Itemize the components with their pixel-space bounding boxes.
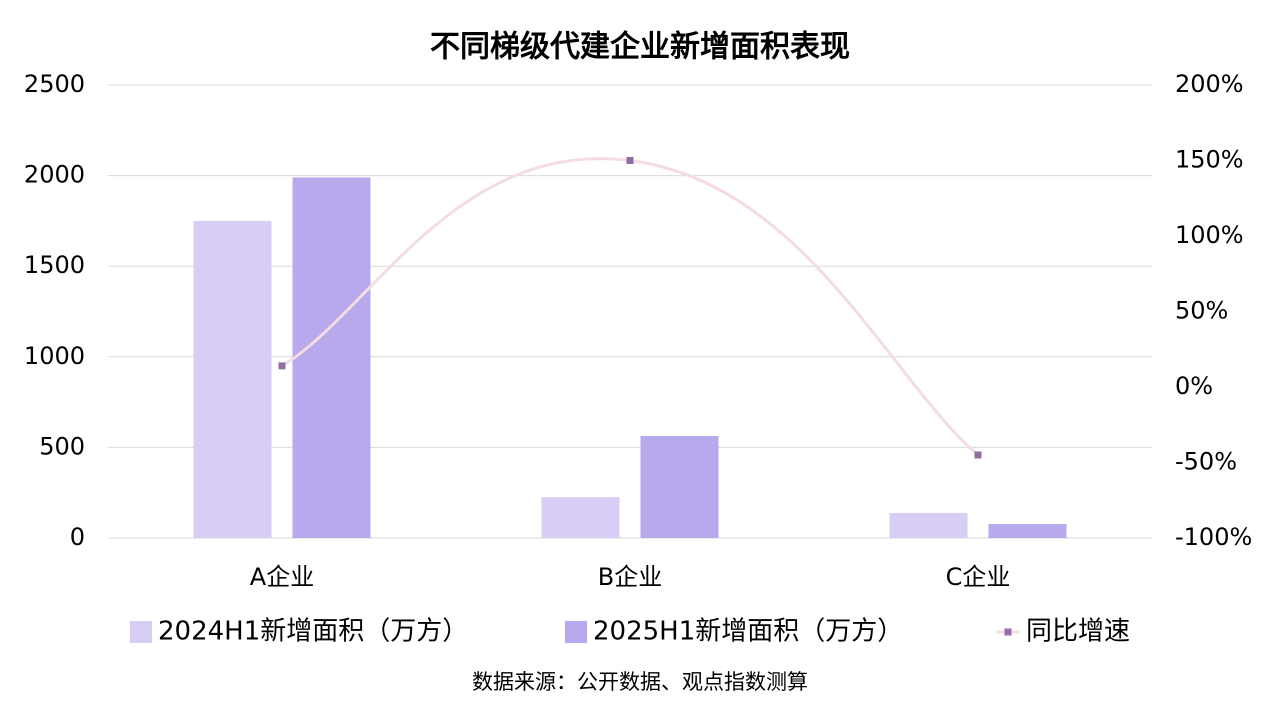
line-marker (626, 157, 634, 164)
bar (292, 177, 371, 539)
line (281, 157, 979, 457)
bar (193, 220, 272, 538)
x-tick-label: C企业 (946, 563, 1011, 591)
bar (541, 497, 620, 538)
bar (988, 524, 1067, 538)
y2-tick-label: 150% (1175, 146, 1244, 174)
y-tick-label: 2500 (24, 70, 85, 98)
legend-swatch (130, 621, 152, 643)
source-note: 数据来源：公开数据、观点指数测算 (472, 670, 808, 694)
legend-swatch (1004, 628, 1012, 636)
y2-tick-label: 0% (1175, 372, 1213, 400)
y2-tick-label: 200% (1175, 70, 1244, 98)
y-tick-label: 0 (70, 523, 85, 551)
y-tick-label: 1500 (24, 251, 85, 279)
line-marker (278, 362, 286, 370)
y2-tick-label: -50% (1175, 448, 1237, 476)
bar (640, 435, 719, 538)
y2-tick-label: -100% (1175, 523, 1252, 551)
y-tick-label: 2000 (24, 161, 85, 189)
y2-tick-label: 50% (1175, 297, 1228, 325)
legend-swatch (565, 621, 587, 643)
chart-title: 不同梯级代建企业新增面积表现 (430, 30, 850, 65)
legend-label: 同比增速 (1026, 617, 1130, 647)
line-marker (974, 451, 982, 459)
x-tick-label: A企业 (250, 563, 314, 591)
legend-label: 2024H1新增面积（万方） (158, 617, 468, 647)
legend-label: 2025H1新增面积（万方） (593, 617, 903, 647)
y2-tick-label: 100% (1175, 221, 1244, 249)
y-tick-label: 1000 (24, 342, 85, 370)
bar (889, 512, 968, 538)
x-tick-label: B企业 (598, 563, 662, 591)
y-tick-label: 500 (39, 432, 85, 460)
